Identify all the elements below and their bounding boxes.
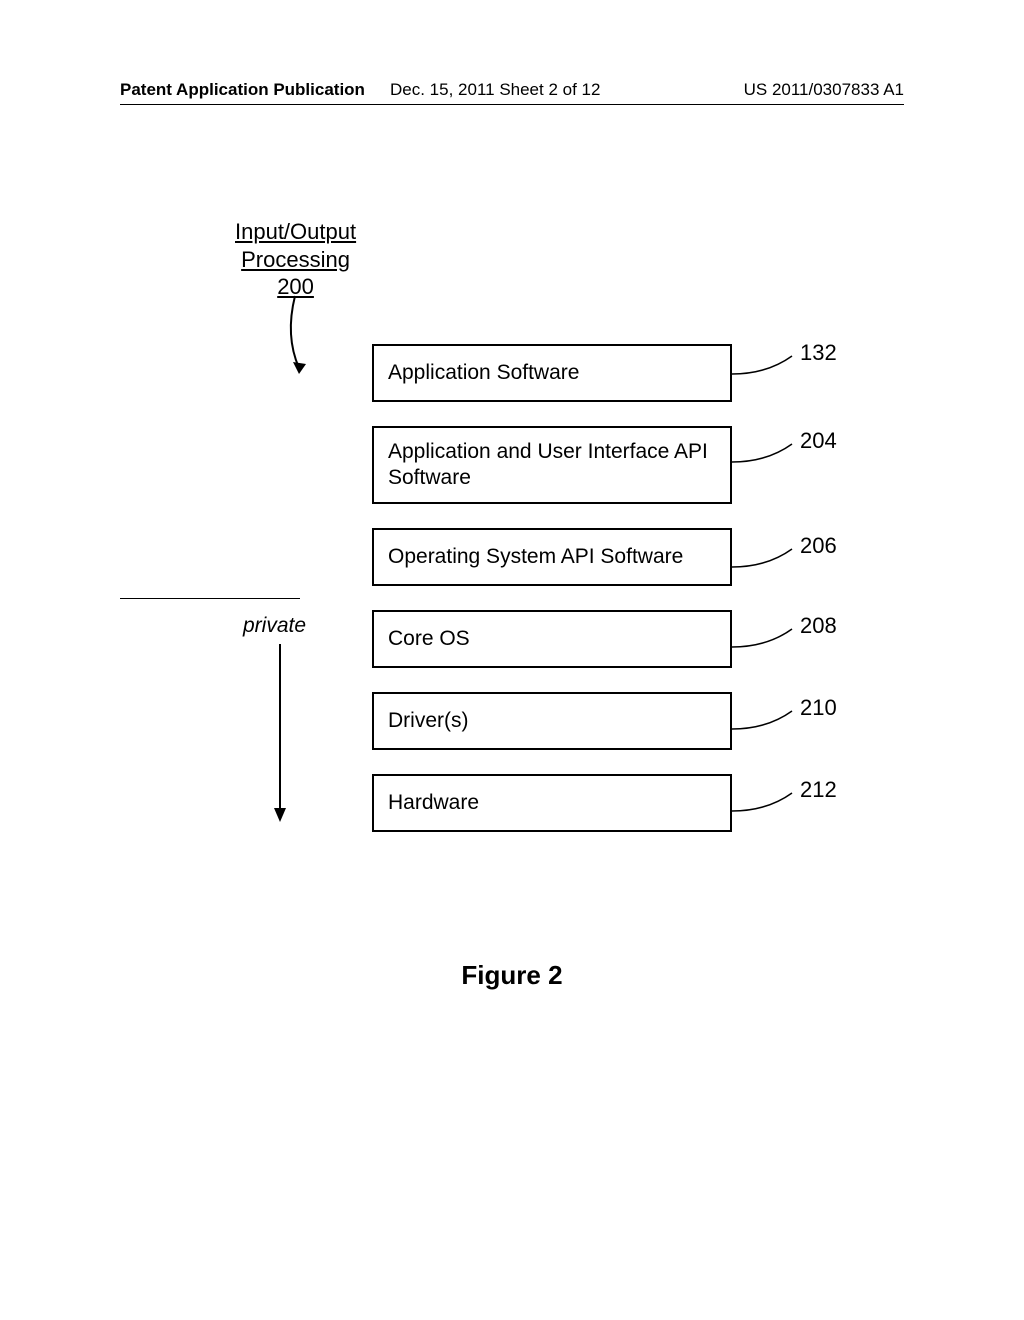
box-application-software: Application Software [372,344,732,402]
private-label: private [243,614,306,638]
ref-206: 206 [800,533,837,559]
figure-caption: Figure 2 [0,960,1024,991]
private-arrow [273,644,287,829]
ref-204: 204 [800,428,837,454]
box-label: Application and User Interface API Softw… [388,439,716,492]
header-mid: Dec. 15, 2011 Sheet 2 of 12 [390,80,600,100]
box-drivers: Driver(s) [372,692,732,750]
box-hardware: Hardware [372,774,732,832]
box-label: Operating System API Software [388,544,683,570]
box-label: Core OS [388,626,470,652]
leader-210 [732,707,804,737]
box-label: Driver(s) [388,708,468,734]
header-rule [120,104,904,105]
box-label: Application Software [388,360,579,386]
title-line-2: Processing [235,246,356,274]
leader-132 [732,352,804,382]
box-app-ui-api-software: Application and User Interface API Softw… [372,426,732,504]
box-os-api-software: Operating System API Software [372,528,732,586]
layer-stack: Application Software Application and Use… [372,344,732,856]
private-divider [120,598,300,599]
ref-132: 132 [800,340,837,366]
header-left: Patent Application Publication [120,80,365,100]
leader-212 [732,789,804,819]
box-core-os: Core OS [372,610,732,668]
diagram-title: Input/Output Processing 200 [235,218,356,301]
title-pointer-arrow [275,296,345,386]
leader-208 [732,625,804,655]
page: Patent Application Publication Dec. 15, … [0,0,1024,1320]
leader-204 [732,440,804,470]
ref-212: 212 [800,777,837,803]
header-right: US 2011/0307833 A1 [744,80,904,100]
title-line-1: Input/Output [235,218,356,246]
box-label: Hardware [388,790,479,816]
leader-206 [732,545,804,575]
ref-208: 208 [800,613,837,639]
ref-210: 210 [800,695,837,721]
